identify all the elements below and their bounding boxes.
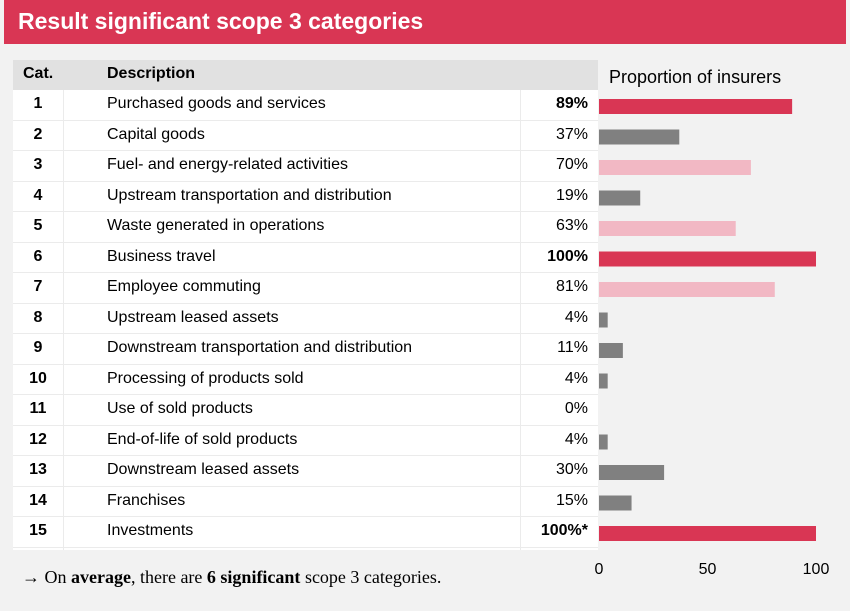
row-description: Upstream leased assets <box>107 308 279 326</box>
footer-mid-text: , there are <box>130 567 207 587</box>
row-percentage: 63% <box>555 217 588 234</box>
table-row: 8 Upstream leased assets 4% <box>13 304 598 334</box>
row-percentage: 70% <box>555 156 588 173</box>
row-cat: 1 <box>33 95 43 112</box>
row-description: End-of-life of sold products <box>107 430 298 448</box>
row-cat: 7 <box>33 278 43 295</box>
row-percentage: 4% <box>564 369 588 387</box>
table-row: 13 Downstream leased assets 30% <box>13 456 598 487</box>
table-row: 12 End-of-life of sold products 4% <box>13 426 598 456</box>
row-cat: 13 <box>29 461 47 478</box>
header-description: Description <box>107 65 196 82</box>
row-cat: 11 <box>29 400 47 417</box>
x-tick-label: 0 <box>595 561 604 578</box>
bar-category-10 <box>599 373 608 389</box>
row-description: Processing of products sold <box>107 369 304 387</box>
row-cat: 4 <box>33 186 43 204</box>
row-percentage: 15% <box>555 491 588 509</box>
row-cat: 5 <box>33 217 43 234</box>
bar-category-3 <box>599 160 751 175</box>
x-tick-label: 100 <box>803 561 830 578</box>
bar-category-13 <box>599 465 665 480</box>
table-row: 2 Capital goods 37% <box>13 121 598 151</box>
table-row: 3 Fuel- and energy-related activities 70% <box>13 151 598 182</box>
table-row: 14 Franchises 15% <box>13 487 598 517</box>
page-title: Result significant scope 3 categories <box>18 8 424 34</box>
row-cat: 9 <box>33 339 43 356</box>
row-description: Use of sold products <box>107 400 253 417</box>
row-cat: 15 <box>29 522 47 539</box>
row-percentage: 11% <box>557 339 588 356</box>
row-percentage: 100% <box>547 247 588 265</box>
row-percentage: 4% <box>564 430 588 448</box>
bar-category-5 <box>599 221 736 236</box>
row-cat: 6 <box>33 247 43 265</box>
footer-end-text: scope 3 categories. <box>300 567 442 587</box>
table-row: 4 Upstream transportation and distributio… <box>13 182 598 212</box>
table-row: 6 Business travel 100% <box>13 243 598 273</box>
table-row: 15 Investments 100%* <box>13 517 598 548</box>
header-cat: Cat. <box>23 65 54 82</box>
row-description: Purchased goods and services <box>107 95 326 112</box>
row-cat: 14 <box>29 491 47 509</box>
table-row: 11 Use of sold products 0% <box>13 395 598 426</box>
row-description: Capital goods <box>107 125 205 143</box>
row-cat: 12 <box>29 430 47 448</box>
table-row: 5 Waste generated in operations 63% <box>13 212 598 243</box>
table-row: 10 Processing of products sold 4% <box>13 365 598 395</box>
row-percentage: 0% <box>564 400 588 417</box>
bar-category-8 <box>599 312 608 328</box>
bar-category-14 <box>599 495 632 511</box>
row-description: Franchises <box>107 491 186 509</box>
bar-category-7 <box>599 282 775 297</box>
row-description: Employee commuting <box>107 278 261 295</box>
row-cat: 3 <box>33 156 43 173</box>
bar-category-1 <box>599 99 793 114</box>
x-tick-label: 50 <box>699 561 717 578</box>
bar-category-4 <box>599 190 641 206</box>
bar-category-6 <box>599 251 816 267</box>
table-row: 9 Downstream transportation and distribut… <box>13 334 598 365</box>
row-cat: 10 <box>29 369 47 387</box>
row-cat: 8 <box>33 308 43 326</box>
row-description: Upstream transportation and distribution <box>107 186 392 204</box>
footer-bold-count: 6 significant <box>206 567 301 587</box>
categories-table: Cat. Description 1 Purchased goods and se… <box>13 60 598 550</box>
row-description: Business travel <box>107 247 216 265</box>
bar-category-2 <box>599 129 680 145</box>
table-header: Cat. Description <box>13 60 598 90</box>
row-percentage: 4% <box>564 308 588 326</box>
row-percentage: 81% <box>555 278 588 295</box>
row-description: Fuel- and energy-related activities <box>107 156 349 173</box>
row-percentage: 19% <box>555 186 588 204</box>
row-description: Investments <box>107 522 194 539</box>
column-divider <box>520 90 521 550</box>
title-bar: Result significant scope 3 categories <box>4 0 846 44</box>
footer-note: → On average, there are 6 significant sc… <box>22 567 441 588</box>
row-percentage: 100%* <box>540 522 588 539</box>
row-cat: 2 <box>33 125 43 143</box>
table-row: 7 Employee commuting 81% <box>13 273 598 304</box>
column-divider <box>63 90 64 550</box>
bar-category-15 <box>599 526 816 541</box>
footer-bold-average: average <box>71 567 131 587</box>
footer-arrow-text: → On <box>22 567 71 587</box>
chart-title: Proportion of insurers <box>609 67 782 87</box>
row-description: Downstream leased assets <box>107 461 300 478</box>
row-percentage: 37% <box>555 125 588 143</box>
row-description: Waste generated in operations <box>107 217 325 234</box>
bar-category-9 <box>599 343 623 358</box>
bar-category-12 <box>599 434 608 450</box>
row-percentage: 30% <box>555 461 588 478</box>
table-row: 1 Purchased goods and services 89% <box>13 90 598 121</box>
row-description: Downstream transportation and distributi… <box>107 339 413 356</box>
row-percentage: 89% <box>555 95 588 112</box>
